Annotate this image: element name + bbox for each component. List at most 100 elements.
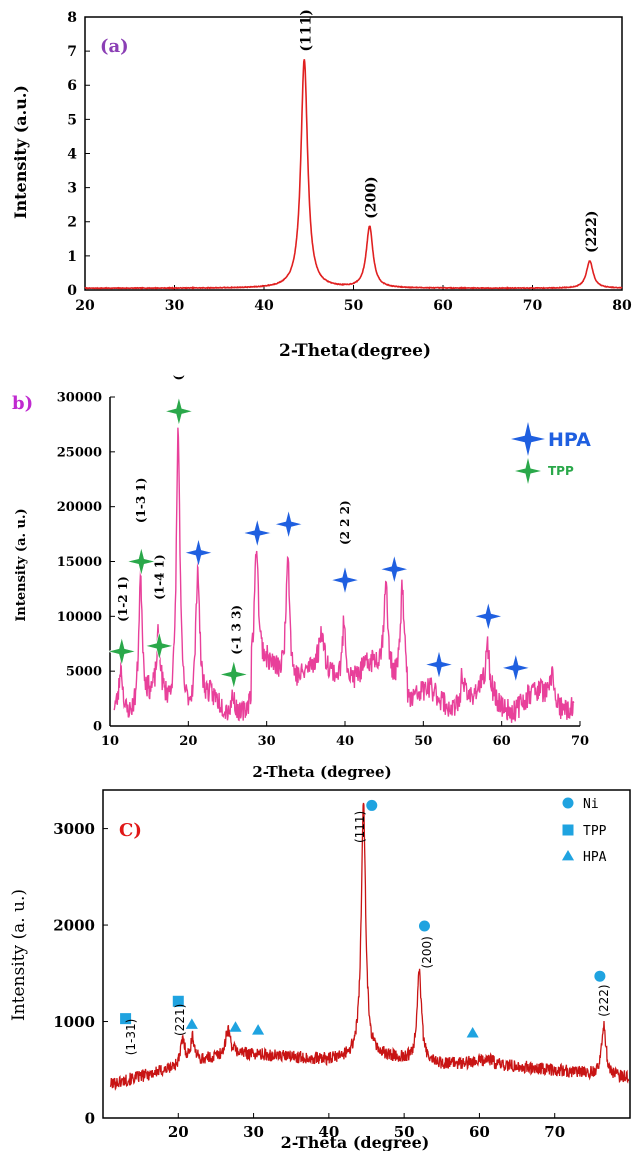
chart-c-marker-hpa xyxy=(252,1024,265,1035)
chart-b-x-tick-label: 10 xyxy=(101,734,119,749)
chart-a-y-tick-label: 4 xyxy=(67,146,77,162)
chart-b-y-tick-label: 0 xyxy=(93,720,102,735)
chart-b-x-tick-label: 40 xyxy=(336,734,354,749)
chart-b-x-tick-label: 20 xyxy=(179,734,197,749)
chart-c-legend-label-ni: Ni xyxy=(583,797,599,812)
chart-a-x-tick-label: 20 xyxy=(75,298,95,314)
chart-a-y-tick-label: 7 xyxy=(67,44,77,60)
chart-a-y-tick-label: 5 xyxy=(67,112,77,128)
chart-b-x-tick-label: 60 xyxy=(493,734,511,749)
chart-b-panel-label: b) xyxy=(12,393,33,414)
chart-b-marker-tpp xyxy=(127,547,156,576)
chart-c-x-axis-label: 2-Theta (degree) xyxy=(281,1133,430,1151)
chart-a-x-tick-label: 40 xyxy=(254,298,274,314)
chart-b-x-axis-label: 2-Theta (degree) xyxy=(252,763,391,780)
chart-c-marker-ni xyxy=(418,920,430,932)
chart-a-y-tick-label: 6 xyxy=(67,78,77,94)
chart-c-y-axis-label: Intensity (a. u.) xyxy=(9,889,29,1021)
chart-c-y-tick-label: 2000 xyxy=(53,916,95,934)
chart-b-peak-label: (2 2 2) xyxy=(338,500,352,545)
chart-c-series-line xyxy=(109,802,630,1091)
chart-b-marker-hpa xyxy=(330,566,360,595)
chart-b: 10 20 30 40 50 60 70 0 5000 10000 15000 20000 25000 3… xyxy=(12,375,591,780)
chart-b-marker-hpa xyxy=(380,555,409,584)
chart-a-x-tick-label: 80 xyxy=(612,298,632,314)
chart-c-axes-frame xyxy=(102,789,631,1119)
chart-b-y-axis-label: Intensity (a. u.) xyxy=(14,508,29,621)
chart-a-peak-label: (200) xyxy=(364,176,380,218)
chart-c-marker-hpa xyxy=(466,1027,479,1038)
chart-b-marker-tpp xyxy=(145,631,174,660)
chart-c-peak-label: (200) xyxy=(420,936,434,968)
chart-c-x-tick-label: 40 xyxy=(318,1123,339,1141)
chart-b-y-tick-label: 15000 xyxy=(57,555,102,570)
chart-b-peak-label: (2 2 1) xyxy=(171,375,185,381)
chart-c-x-tick-label: 20 xyxy=(168,1123,189,1141)
chart-a-y-tick-label: 3 xyxy=(67,181,77,197)
chart-c-marker-tpp xyxy=(120,1013,132,1025)
chart-b-y-tick-label: 30000 xyxy=(57,391,102,406)
chart-c-y-tick-label: 1000 xyxy=(53,1013,95,1031)
chart-b-y-tick-label: 25000 xyxy=(57,445,102,460)
chart-b-marker-hpa xyxy=(184,538,213,567)
chart-c-marker-ni xyxy=(594,970,606,982)
chart-b-marker-hpa xyxy=(501,653,530,682)
chart-a-x-tick-label: 60 xyxy=(433,298,453,314)
chart-b-legend-marker-hpa xyxy=(511,422,545,456)
chart-a-panel-label: (a) xyxy=(100,36,129,57)
chart-c-x-tick-label: 30 xyxy=(243,1123,264,1141)
chart-c-marker-hpa xyxy=(185,1018,198,1029)
chart-b-marker-hpa xyxy=(474,602,503,631)
chart-b-legend-label-hpa: HPA xyxy=(548,429,591,451)
chart-b-peak-label: (-1 3 3) xyxy=(229,605,243,655)
chart-a-y-axis-label: Intensity (a.u.) xyxy=(11,85,30,219)
chart-b-marker-tpp xyxy=(164,397,193,426)
chart-a-y-tick-label: 1 xyxy=(67,249,77,265)
chart-c-peak-label: (221) xyxy=(173,1004,187,1036)
chart-b-marker-tpp xyxy=(107,637,136,666)
chart-b-y-tick-label: 10000 xyxy=(57,610,102,625)
chart-b-x-tick-label: 70 xyxy=(571,734,589,749)
chart-b-series-line xyxy=(113,427,575,723)
chart-b-y-tick-label: 20000 xyxy=(57,500,102,515)
chart-b-legend-label-tpp: TPP xyxy=(548,464,574,478)
chart-c-legend-label-tpp: TPP xyxy=(583,824,607,839)
chart-c-x-tick-label: 60 xyxy=(469,1123,490,1141)
chart-a-series-line xyxy=(84,59,623,290)
chart-c-panel-label: C) xyxy=(119,820,142,841)
chart-c-y-tick-label: 0 xyxy=(85,1109,95,1127)
chart-a-x-tick-label: 30 xyxy=(165,298,185,314)
chart-c-legend-marker-tpp xyxy=(562,824,574,836)
chart-c-peak-label: (1-31) xyxy=(124,1019,138,1056)
chart-b-marker-hpa xyxy=(274,510,303,539)
chart-a-axes-frame xyxy=(84,16,623,291)
chart-b-legend-marker-tpp xyxy=(515,458,541,484)
chart-c: 20 30 40 50 60 70 0 1000 2000 3000 (1-31) (221) (11… xyxy=(9,789,631,1151)
chart-b-peak-label: (1-2 1) xyxy=(116,576,130,622)
chart-a-x-axis-label: 2-Theta(degree) xyxy=(279,341,431,361)
chart-a-x-tick-label: 70 xyxy=(523,298,543,314)
chart-c-x-tick-label: 50 xyxy=(394,1123,415,1141)
chart-c-y-tick-label: 3000 xyxy=(53,820,95,838)
chart-c-legend-marker-hpa xyxy=(561,849,575,861)
chart-a-peak-label: (222) xyxy=(584,211,600,253)
chart-a-y-tick-label: 0 xyxy=(67,283,77,299)
chart-c-x-tick-label: 70 xyxy=(544,1123,565,1141)
chart-c-legend-marker-ni xyxy=(562,797,574,809)
chart-a-peak-label: (111) xyxy=(298,9,314,51)
chart-c-marker-hpa xyxy=(229,1021,242,1032)
chart-b-marker-hpa xyxy=(424,650,454,679)
chart-b-y-tick-label: 5000 xyxy=(66,665,102,680)
chart-a-y-tick-label: 8 xyxy=(67,10,77,26)
chart-b-marker-tpp xyxy=(219,660,248,689)
chart-a-x-tick-label: 50 xyxy=(344,298,364,314)
chart-b-peak-label: (1-3 1) xyxy=(134,478,148,524)
chart-c-legend-label-hpa: HPA xyxy=(583,850,607,865)
chart-b-x-tick-label: 30 xyxy=(258,734,276,749)
chart-c-marker-tpp xyxy=(172,995,184,1007)
chart-b-peak-label: (1-4 1) xyxy=(153,554,167,600)
chart-b-marker-hpa xyxy=(243,518,272,548)
chart-c-peak-label: (111) xyxy=(353,811,367,843)
chart-c-peak-label: (222) xyxy=(597,984,611,1016)
